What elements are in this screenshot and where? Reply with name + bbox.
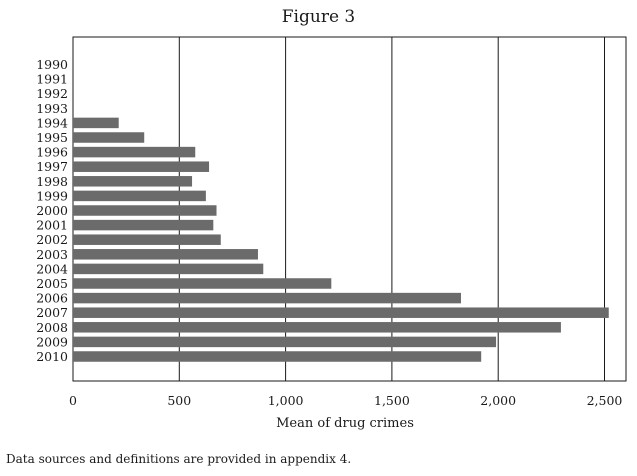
y-tick-label: 2007 <box>36 305 68 320</box>
bar-2006 <box>73 292 461 304</box>
y-tick-label: 2004 <box>36 261 68 276</box>
bar-2010 <box>73 351 482 362</box>
x-tick-label: 500 <box>167 393 191 408</box>
y-tick-label: 1998 <box>36 174 68 189</box>
footnote: Data sources and definitions are provide… <box>6 452 352 466</box>
x-tick-label: 0 <box>69 393 77 408</box>
bar-2003 <box>73 249 258 260</box>
y-tick-label: 1997 <box>36 159 68 174</box>
y-tick-label: 1995 <box>36 130 68 145</box>
bar-2009 <box>73 336 497 348</box>
bar-1998 <box>73 176 193 187</box>
bar-2002 <box>73 234 221 245</box>
y-tick-label: 2006 <box>36 291 68 306</box>
x-tick-label: 1,000 <box>268 393 304 408</box>
y-tick-label: 1993 <box>36 101 68 116</box>
bar-1997 <box>73 161 210 172</box>
y-tick-label: 2003 <box>36 247 68 262</box>
y-tick-label: 2008 <box>36 320 68 335</box>
x-tick-label: 2,000 <box>480 393 516 408</box>
y-tick-label: 1990 <box>36 57 68 72</box>
y-tick-label: 1991 <box>36 72 68 87</box>
y-tick-label: 1999 <box>36 188 68 203</box>
y-tick-label: 1992 <box>36 86 68 101</box>
bar-1995 <box>73 132 145 143</box>
bar-2008 <box>73 322 561 333</box>
bar-1999 <box>73 190 206 202</box>
bar-2004 <box>73 263 264 275</box>
y-tick-label: 2009 <box>36 334 68 349</box>
x-axis-label: Mean of drug crimes <box>276 416 414 431</box>
bar-1996 <box>73 146 196 158</box>
bar-2005 <box>73 278 332 289</box>
y-tick-label: 2002 <box>36 232 68 247</box>
bar-chart: 1990199119921993199419951996199719981999… <box>36 36 627 431</box>
y-tick-label: 2010 <box>36 349 68 364</box>
chart-title: Figure 3 <box>281 7 356 27</box>
bar-1994 <box>73 117 119 129</box>
y-tick-label: 2000 <box>36 203 68 218</box>
bar-2000 <box>73 205 217 216</box>
x-tick-label: 1,500 <box>374 393 410 408</box>
x-tick-label: 2,500 <box>587 393 623 408</box>
y-tick-label: 2001 <box>36 218 68 233</box>
y-tick-label: 1994 <box>36 115 68 130</box>
bar-2001 <box>73 219 214 231</box>
y-tick-label: 2005 <box>36 276 68 291</box>
bar-2007 <box>73 307 609 318</box>
y-tick-label: 1996 <box>36 145 68 160</box>
